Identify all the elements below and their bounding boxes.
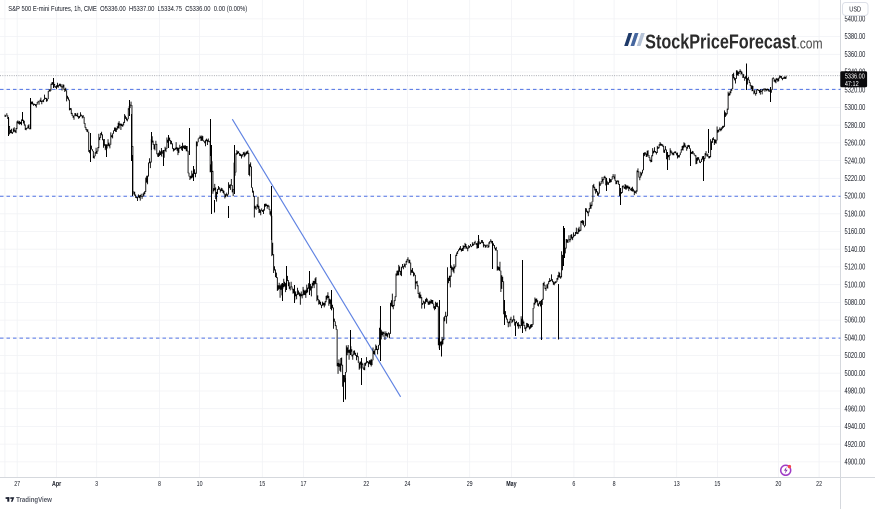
- svg-text:15: 15: [259, 481, 265, 489]
- svg-text:47:12: 47:12: [845, 80, 859, 88]
- svg-text:20: 20: [775, 481, 781, 489]
- svg-text:4920.00: 4920.00: [844, 441, 865, 449]
- svg-text:5220.00: 5220.00: [844, 175, 865, 183]
- svg-text:5200.00: 5200.00: [844, 193, 865, 201]
- svg-text:5180.00: 5180.00: [844, 211, 865, 219]
- svg-text:5280.00: 5280.00: [844, 122, 865, 130]
- svg-text:5160.00: 5160.00: [844, 228, 865, 236]
- svg-text:5240.00: 5240.00: [844, 158, 865, 166]
- svg-text:27: 27: [14, 481, 20, 489]
- svg-text:15: 15: [714, 481, 720, 489]
- svg-text:24: 24: [404, 481, 410, 489]
- svg-text:TradingView: TradingView: [16, 497, 53, 504]
- svg-text:17: 17: [301, 481, 307, 489]
- svg-text:5300.00: 5300.00: [844, 104, 865, 112]
- svg-text:4980.00: 4980.00: [844, 388, 865, 396]
- svg-text:4940.00: 4940.00: [844, 423, 865, 431]
- svg-text:4900.00: 4900.00: [844, 459, 865, 467]
- svg-text:Apr: Apr: [52, 481, 62, 489]
- svg-text:22: 22: [816, 481, 822, 489]
- svg-text:5336.00: 5336.00: [845, 73, 865, 81]
- svg-text:10: 10: [197, 481, 203, 489]
- svg-text:5140.00: 5140.00: [844, 246, 865, 254]
- svg-text:5100.00: 5100.00: [844, 282, 865, 290]
- svg-text:USD: USD: [849, 6, 861, 14]
- svg-text:5040.00: 5040.00: [844, 335, 865, 343]
- svg-text:S&P 500 E-mini Futures, 1h, CM: S&P 500 E-mini Futures, 1h, CME O5336.00…: [8, 5, 247, 13]
- svg-text:5120.00: 5120.00: [844, 264, 865, 272]
- svg-text:22: 22: [363, 481, 369, 489]
- svg-text:5000.00: 5000.00: [844, 370, 865, 378]
- svg-text:13: 13: [674, 481, 680, 489]
- svg-text:5020.00: 5020.00: [844, 352, 865, 360]
- svg-text:5060.00: 5060.00: [844, 317, 865, 325]
- svg-text:8: 8: [613, 481, 616, 489]
- svg-text:5260.00: 5260.00: [844, 140, 865, 148]
- svg-text:4960.00: 4960.00: [844, 406, 865, 414]
- svg-text:6: 6: [572, 481, 575, 489]
- svg-text:5400.00: 5400.00: [844, 16, 865, 24]
- svg-text:5320.00: 5320.00: [844, 87, 865, 95]
- svg-text:8: 8: [158, 481, 161, 489]
- svg-text:StockPriceForecast.com: StockPriceForecast.com: [645, 31, 822, 53]
- svg-text:5080.00: 5080.00: [844, 299, 865, 307]
- svg-text:29: 29: [467, 481, 473, 489]
- svg-text:May: May: [506, 481, 517, 489]
- svg-text:5380.00: 5380.00: [844, 33, 865, 41]
- svg-text:5360.00: 5360.00: [844, 51, 865, 59]
- svg-text:3: 3: [95, 481, 98, 489]
